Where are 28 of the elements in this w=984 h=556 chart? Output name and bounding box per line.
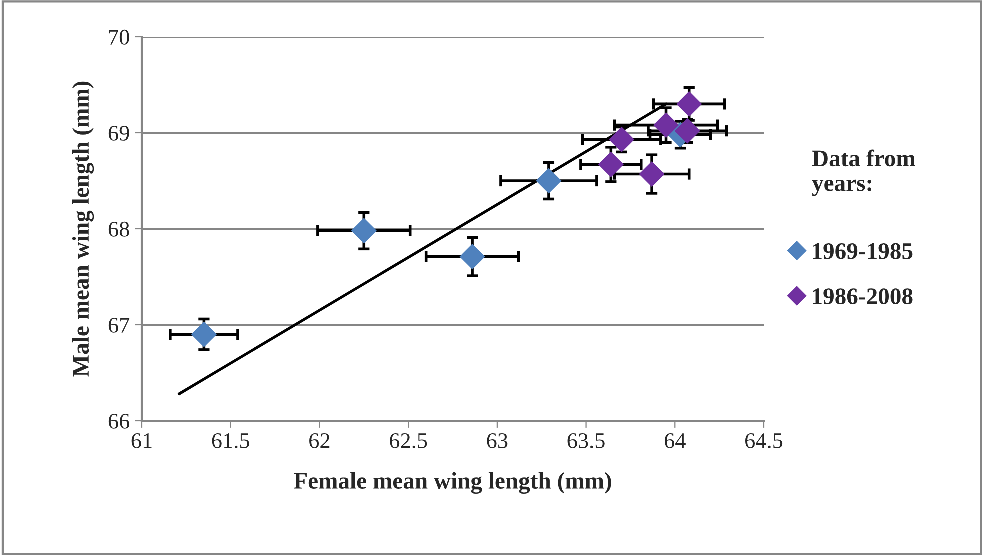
- y-tick-label: 67: [108, 318, 130, 333]
- x-axis-title: Female mean wing length (mm): [294, 472, 612, 494]
- point: [191, 322, 218, 348]
- x-tick-label: 62: [310, 434, 330, 448]
- x-tick-label: 64.5: [746, 434, 783, 449]
- point: [639, 161, 665, 188]
- point: [536, 168, 562, 194]
- x-tick-label: 63.5: [568, 434, 605, 449]
- x-tick-label: 61.5: [212, 434, 250, 449]
- point: [460, 244, 486, 270]
- legend-title: Data from years:: [812, 150, 916, 196]
- y-tick-label: 70: [109, 30, 130, 45]
- x-tick-label: 62.5: [390, 434, 428, 449]
- point: [653, 112, 680, 138]
- y-tick-label: 69: [108, 126, 130, 141]
- legend-label: 1969-1985: [813, 243, 913, 260]
- x-tick-label: 63: [487, 434, 508, 448]
- point: [598, 152, 624, 178]
- legend-label: 1986-2008: [813, 288, 913, 304]
- point: [674, 118, 700, 144]
- y-tick-label: 66: [108, 414, 130, 429]
- y-tick-label: 68: [108, 222, 130, 237]
- point: [676, 91, 702, 118]
- x-tick-label: 64: [664, 434, 686, 448]
- point: [351, 218, 377, 244]
- y-axis-title: Male mean wing length (mm): [72, 82, 94, 377]
- point: [609, 126, 635, 153]
- x-tick-label: 61: [132, 434, 152, 448]
